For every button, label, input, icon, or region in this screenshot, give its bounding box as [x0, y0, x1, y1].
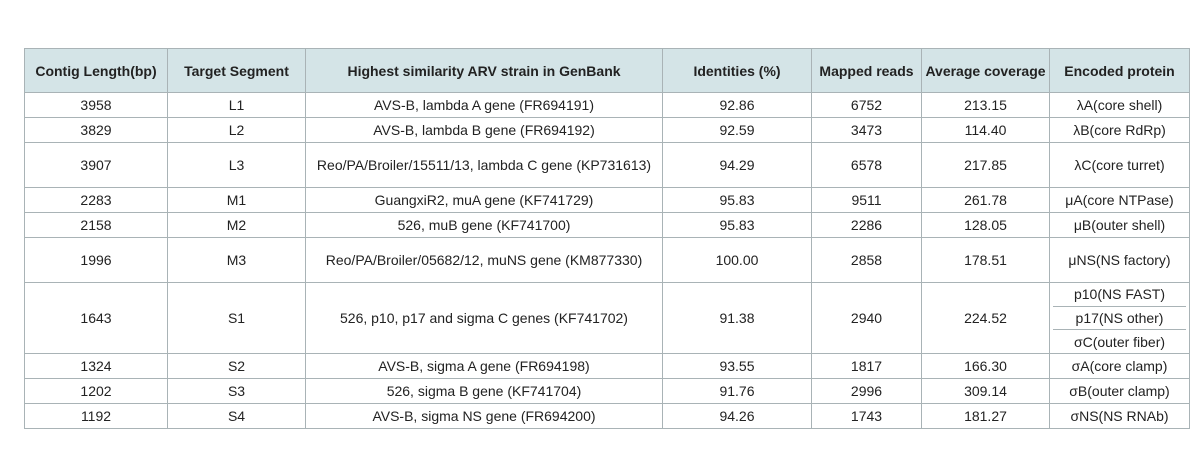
- cell-encoded-protein: μNS(NS factory): [1049, 237, 1190, 283]
- cell-target-segment: M3: [167, 237, 306, 283]
- cell-identities: 92.86: [662, 92, 812, 118]
- cell-average-coverage: 261.78: [921, 187, 1050, 213]
- cell-strain: AVS-B, lambda A gene (FR694191): [305, 92, 663, 118]
- cell-average-coverage: 217.85: [921, 142, 1050, 188]
- cell-identities: 95.83: [662, 212, 812, 238]
- table-row: 2283 M1 GuangxiR2, muA gene (KF741729) 95.8…: [24, 187, 1190, 213]
- cell-mapped-reads: 2858: [811, 237, 922, 283]
- cell-strain: Reo/PA/Broiler/05682/12, muNS gene (KM87…: [305, 237, 663, 283]
- cell-identities: 94.26: [662, 403, 812, 429]
- table-row: 1202 S3 526, sigma B gene (KF741704) 91.76 2…: [24, 378, 1190, 404]
- cell-encoded-protein: λB(core RdRp): [1049, 117, 1190, 143]
- cell-average-coverage: 224.52: [921, 282, 1050, 354]
- cell-contig-length: 1202: [24, 378, 168, 404]
- cell-target-segment: L1: [167, 92, 306, 118]
- cell-target-segment: L2: [167, 117, 306, 143]
- cell-contig-length: 2158: [24, 212, 168, 238]
- cell-mapped-reads: 2286: [811, 212, 922, 238]
- cell-encoded-protein: μA(core NTPase): [1049, 187, 1190, 213]
- cell-mapped-reads: 1743: [811, 403, 922, 429]
- cell-encoded-protein: σB(outer clamp): [1049, 378, 1190, 404]
- cell-strain: AVS-B, sigma A gene (FR694198): [305, 353, 663, 379]
- protein-item: p10(NS FAST): [1053, 284, 1186, 307]
- cell-contig-length: 1996: [24, 237, 168, 283]
- cell-mapped-reads: 6578: [811, 142, 922, 188]
- cell-target-segment: S1: [167, 282, 306, 354]
- table-row: 1192 S4 AVS-B, sigma NS gene (FR694200) 94.…: [24, 403, 1190, 429]
- cell-strain: 526, p10, p17 and sigma C genes (KF74170…: [305, 282, 663, 354]
- table-row: 3829 L2 AVS-B, lambda B gene (FR694192) 92.…: [24, 117, 1190, 143]
- protein-item: σC(outer fiber): [1073, 333, 1166, 350]
- cell-identities: 94.29: [662, 142, 812, 188]
- cell-average-coverage: 114.40: [921, 117, 1050, 143]
- cell-mapped-reads: 6752: [811, 92, 922, 118]
- cell-strain: 526, muB gene (KF741700): [305, 212, 663, 238]
- cell-identities: 91.76: [662, 378, 812, 404]
- cell-average-coverage: 213.15: [921, 92, 1050, 118]
- cell-encoded-protein: σA(core clamp): [1049, 353, 1190, 379]
- cell-encoded-protein: λC(core turret): [1049, 142, 1190, 188]
- cell-strain: AVS-B, lambda B gene (FR694192): [305, 117, 663, 143]
- table-header-row: Contig Length(bp) Target Segment Highest…: [24, 48, 1190, 93]
- cell-strain: AVS-B, sigma NS gene (FR694200): [305, 403, 663, 429]
- table-row: 1643 S1 526, p10, p17 and sigma C genes (K…: [24, 282, 1190, 354]
- cell-target-segment: L3: [167, 142, 306, 188]
- cell-contig-length: 1324: [24, 353, 168, 379]
- cell-identities: 100.00: [662, 237, 812, 283]
- header-mapped-reads: Mapped reads: [811, 48, 922, 93]
- protein-item: p17(NS other): [1053, 307, 1186, 331]
- header-encoded-protein: Encoded protein: [1049, 48, 1190, 93]
- cell-encoded-protein: p10(NS FAST) p17(NS other) σC(outer fiber): [1049, 282, 1190, 354]
- table-row: 3958 L1 AVS-B, lambda A gene (FR694191) 92.…: [24, 92, 1190, 118]
- header-contig-length: Contig Length(bp): [24, 48, 168, 93]
- cell-strain: 526, sigma B gene (KF741704): [305, 378, 663, 404]
- cell-average-coverage: 178.51: [921, 237, 1050, 283]
- cell-identities: 91.38: [662, 282, 812, 354]
- cell-mapped-reads: 9511: [811, 187, 922, 213]
- cell-contig-length: 1192: [24, 403, 168, 429]
- cell-encoded-protein: λA(core shell): [1049, 92, 1190, 118]
- cell-strain: GuangxiR2, muA gene (KF741729): [305, 187, 663, 213]
- cell-average-coverage: 166.30: [921, 353, 1050, 379]
- cell-identities: 95.83: [662, 187, 812, 213]
- contig-table: Contig Length(bp) Target Segment Highest…: [24, 48, 1190, 429]
- table-row: 1324 S2 AVS-B, sigma A gene (FR694198) 93.5…: [24, 353, 1190, 379]
- header-target-segment: Target Segment: [167, 48, 306, 93]
- table-row: 2158 M2 526, muB gene (KF741700) 95.83 2286 1…: [24, 212, 1190, 238]
- cell-contig-length: 1643: [24, 282, 168, 354]
- header-strain: Highest similarity ARV strain in GenBank: [305, 48, 663, 93]
- header-average-coverage: Average coverage: [921, 48, 1050, 93]
- cell-target-segment: S3: [167, 378, 306, 404]
- cell-target-segment: M1: [167, 187, 306, 213]
- cell-encoded-protein: σNS(NS RNAb): [1049, 403, 1190, 429]
- cell-target-segment: S2: [167, 353, 306, 379]
- table-row: 1996 M3 Reo/PA/Broiler/05682/12, muNS gene…: [24, 237, 1190, 283]
- cell-average-coverage: 181.27: [921, 403, 1050, 429]
- cell-strain: Reo/PA/Broiler/15511/13, lambda C gene (…: [305, 142, 663, 188]
- cell-average-coverage: 309.14: [921, 378, 1050, 404]
- cell-mapped-reads: 2996: [811, 378, 922, 404]
- cell-identities: 93.55: [662, 353, 812, 379]
- cell-target-segment: M2: [167, 212, 306, 238]
- cell-mapped-reads: 1817: [811, 353, 922, 379]
- cell-mapped-reads: 2940: [811, 282, 922, 354]
- cell-target-segment: S4: [167, 403, 306, 429]
- cell-mapped-reads: 3473: [811, 117, 922, 143]
- cell-average-coverage: 128.05: [921, 212, 1050, 238]
- cell-identities: 92.59: [662, 117, 812, 143]
- table-row: 3907 L3 Reo/PA/Broiler/15511/13, lambda C …: [24, 142, 1190, 188]
- cell-contig-length: 3907: [24, 142, 168, 188]
- cell-encoded-protein: μB(outer shell): [1049, 212, 1190, 238]
- cell-contig-length: 3829: [24, 117, 168, 143]
- cell-contig-length: 2283: [24, 187, 168, 213]
- header-identities: Identities (%): [662, 48, 812, 93]
- cell-contig-length: 3958: [24, 92, 168, 118]
